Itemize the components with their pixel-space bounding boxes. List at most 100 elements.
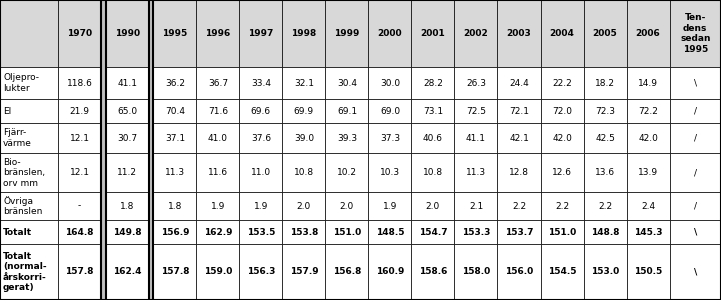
Bar: [368, 67, 412, 99]
Text: 69.6: 69.6: [251, 107, 271, 116]
Text: 153.8: 153.8: [290, 227, 318, 236]
Bar: [283, 153, 325, 192]
Bar: [412, 153, 454, 192]
Bar: [583, 99, 627, 123]
Bar: [325, 192, 368, 220]
Bar: [497, 244, 541, 300]
Bar: [454, 99, 497, 123]
Bar: [412, 123, 454, 153]
Text: 157.8: 157.8: [65, 267, 94, 276]
Bar: [368, 220, 412, 244]
Bar: [154, 67, 196, 99]
Bar: [0, 123, 58, 153]
Bar: [0, 0, 58, 67]
Text: 71.6: 71.6: [208, 107, 228, 116]
Bar: [412, 220, 454, 244]
Bar: [101, 0, 106, 300]
Text: 148.5: 148.5: [376, 227, 404, 236]
Text: 157.8: 157.8: [161, 267, 189, 276]
Text: 158.6: 158.6: [419, 267, 447, 276]
Bar: [239, 153, 283, 192]
Text: 1.9: 1.9: [383, 202, 397, 211]
Bar: [58, 220, 101, 244]
Bar: [541, 0, 583, 67]
Bar: [583, 123, 627, 153]
Text: 154.7: 154.7: [419, 227, 447, 236]
Bar: [325, 153, 368, 192]
Text: 10.8: 10.8: [423, 168, 443, 177]
Bar: [670, 192, 721, 220]
Bar: [154, 192, 196, 220]
Bar: [497, 0, 541, 67]
Bar: [58, 99, 101, 123]
Bar: [196, 244, 239, 300]
Text: 151.0: 151.0: [333, 227, 361, 236]
Text: 164.8: 164.8: [65, 227, 94, 236]
Text: 162.9: 162.9: [203, 227, 232, 236]
Bar: [583, 220, 627, 244]
Text: 157.9: 157.9: [290, 267, 318, 276]
Text: 39.0: 39.0: [294, 134, 314, 142]
Text: 156.3: 156.3: [247, 267, 275, 276]
Text: 156.0: 156.0: [505, 267, 533, 276]
Bar: [627, 123, 670, 153]
Text: \: \: [694, 267, 697, 276]
Text: 33.4: 33.4: [251, 79, 271, 88]
Text: 153.3: 153.3: [462, 227, 490, 236]
Text: 36.2: 36.2: [165, 79, 185, 88]
Text: 42.0: 42.0: [552, 134, 572, 142]
Bar: [154, 123, 196, 153]
Bar: [368, 153, 412, 192]
Bar: [0, 192, 58, 220]
Bar: [670, 220, 721, 244]
Bar: [670, 67, 721, 99]
Bar: [497, 123, 541, 153]
Bar: [325, 0, 368, 67]
Bar: [106, 220, 149, 244]
Bar: [196, 99, 239, 123]
Text: 12.6: 12.6: [552, 168, 572, 177]
Bar: [583, 192, 627, 220]
Text: Övriga
bränslen: Övriga bränslen: [3, 196, 43, 216]
Bar: [497, 67, 541, 99]
Bar: [670, 99, 721, 123]
Text: 10.2: 10.2: [337, 168, 357, 177]
Bar: [541, 123, 583, 153]
Bar: [0, 99, 58, 123]
Bar: [454, 0, 497, 67]
Bar: [454, 123, 497, 153]
Text: 69.9: 69.9: [294, 107, 314, 116]
Text: Totalt
(normal-
årskorri-
gerat): Totalt (normal- årskorri- gerat): [3, 252, 47, 292]
Bar: [283, 220, 325, 244]
Bar: [627, 220, 670, 244]
Bar: [583, 0, 627, 67]
Bar: [0, 244, 58, 300]
Bar: [412, 192, 454, 220]
Text: 153.0: 153.0: [591, 267, 619, 276]
Bar: [627, 0, 670, 67]
Bar: [106, 153, 149, 192]
Text: 1.8: 1.8: [120, 202, 134, 211]
Text: 42.5: 42.5: [595, 134, 615, 142]
Text: 69.0: 69.0: [380, 107, 400, 116]
Text: 2005: 2005: [593, 29, 617, 38]
Bar: [497, 99, 541, 123]
Bar: [325, 67, 368, 99]
Text: 37.6: 37.6: [251, 134, 271, 142]
Bar: [412, 244, 454, 300]
Text: 40.6: 40.6: [423, 134, 443, 142]
Bar: [154, 99, 196, 123]
Text: 1.8: 1.8: [168, 202, 182, 211]
Bar: [325, 220, 368, 244]
Bar: [283, 0, 325, 67]
Bar: [670, 0, 721, 67]
Text: 13.6: 13.6: [595, 168, 615, 177]
Bar: [196, 67, 239, 99]
Text: 156.8: 156.8: [333, 267, 361, 276]
Bar: [0, 220, 58, 244]
Bar: [196, 123, 239, 153]
Text: 37.1: 37.1: [165, 134, 185, 142]
Text: 11.3: 11.3: [165, 168, 185, 177]
Bar: [196, 0, 239, 67]
Text: 1970: 1970: [67, 29, 92, 38]
